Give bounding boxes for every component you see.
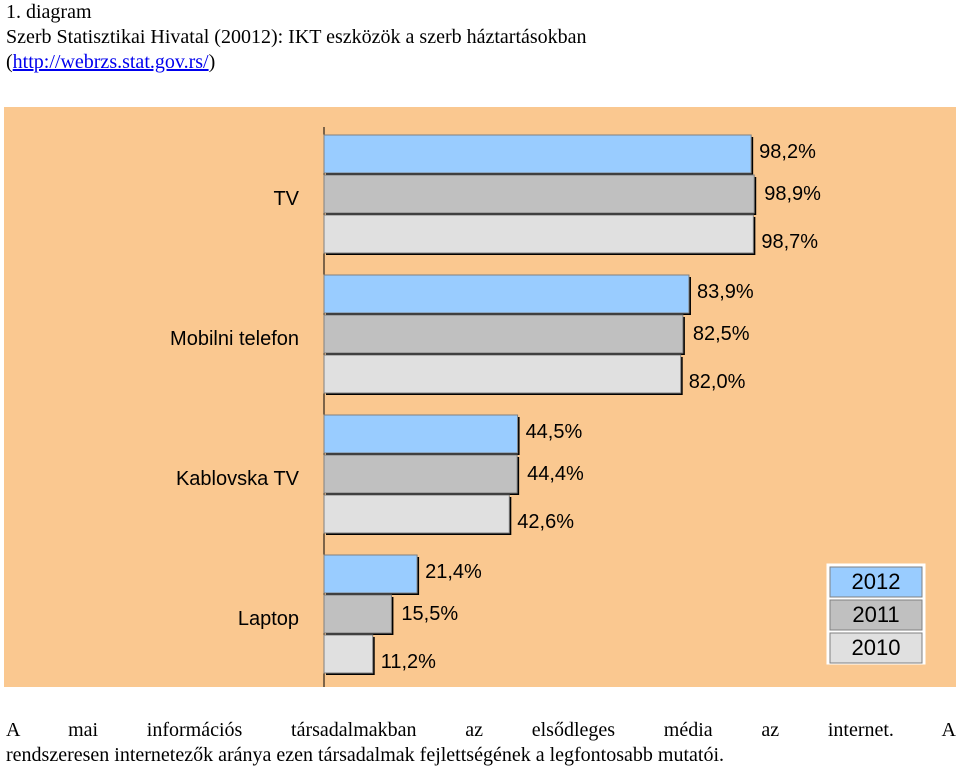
data-label: 42,6% — [517, 511, 574, 533]
data-label: 82,0% — [689, 371, 746, 393]
category-label: Kablovska TV — [176, 468, 300, 490]
source-line: Szerb Statisztikai Hivatal (20012): IKT … — [6, 26, 587, 48]
source-link-line: (http://webrzs.stat.gov.rs/) — [6, 50, 956, 75]
bar — [323, 414, 519, 454]
link-close-paren: ) — [208, 51, 216, 73]
source-link[interactable]: http://webrzs.stat.gov.rs/ — [12, 51, 209, 73]
data-label: 98,2% — [759, 141, 816, 163]
data-label: 98,9% — [764, 183, 821, 205]
bar — [323, 174, 755, 214]
bar — [323, 554, 418, 594]
figure-caption: 1. diagram Szerb Statisztikai Hivatal (2… — [6, 0, 956, 75]
category-label: Mobilni telefon — [170, 328, 299, 350]
legend-swatch — [829, 599, 923, 631]
bar — [323, 594, 392, 634]
data-label: 44,5% — [526, 421, 583, 443]
data-label: 98,7% — [761, 231, 818, 253]
category-label: Laptop — [238, 608, 299, 630]
bar — [323, 494, 510, 534]
legend-swatch — [829, 632, 923, 664]
data-label: 15,5% — [401, 603, 458, 625]
bar — [323, 634, 374, 674]
body-line-1: A mai információs társadalmakban az első… — [6, 719, 956, 741]
bar — [323, 274, 690, 314]
body-line-2: rendszeresen internetezők aránya ezen tá… — [6, 744, 724, 766]
data-label: 21,4% — [425, 561, 482, 583]
bar — [323, 214, 754, 254]
legend-label: 2011 — [852, 602, 899, 627]
legend-label: 2010 — [852, 635, 901, 660]
data-label: 11,2% — [381, 651, 436, 673]
bar — [323, 454, 518, 494]
category-label: TV — [273, 188, 299, 210]
data-label: 44,4% — [527, 463, 584, 485]
bar — [323, 134, 752, 174]
legend-label: 2012 — [852, 569, 901, 594]
chart-area: TV 98,2% 98,9% 98,7% Mobilni telefon 83,9% 82,… — [4, 107, 956, 687]
bar — [323, 314, 684, 354]
figure-label: 1. diagram — [6, 1, 92, 23]
bar-chart: TV 98,2% 98,9% 98,7% Mobilni telefon 83,9% 82,… — [170, 127, 926, 687]
body-paragraph: A mai információs társadalmakban az első… — [6, 718, 956, 768]
data-label: 82,5% — [693, 323, 750, 345]
data-label: 83,9% — [697, 281, 754, 303]
bar — [323, 354, 682, 394]
link-open-paren: ( — [6, 51, 13, 73]
legend-swatch — [829, 566, 923, 598]
